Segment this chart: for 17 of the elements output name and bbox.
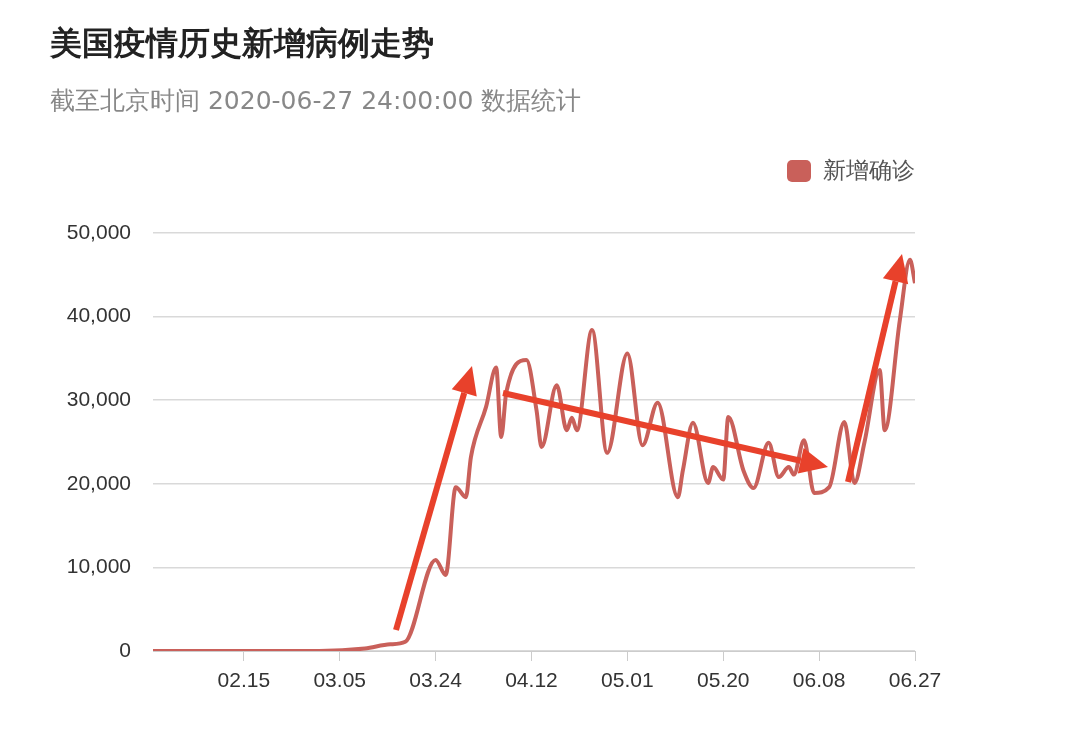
- x-tick-label: 05.01: [601, 668, 654, 692]
- y-tick-label: 40,000: [66, 303, 131, 327]
- y-tick-label: 30,000: [66, 387, 131, 410]
- x-tick-label: 05.20: [696, 668, 750, 692]
- chart-subtitle: 截至北京时间 2020-06-27 24:00:00 数据统计: [50, 85, 582, 117]
- x-tick-label: 02.15: [217, 668, 271, 692]
- x-tick-label: 03.24: [409, 668, 463, 692]
- x-tick-label: 04.12: [505, 668, 558, 692]
- y-tick-label: 20,000: [66, 470, 131, 494]
- chart-title: 美国疫情历史新增病例走势: [50, 23, 434, 64]
- y-tick-label: 10,000: [66, 554, 131, 578]
- y-tick-label: 0: [119, 637, 131, 661]
- x-tick-label: 06.27: [888, 668, 942, 692]
- y-tick-label: 50,000: [66, 219, 131, 243]
- x-tick-label: 03.05: [313, 668, 366, 692]
- x-tick-label: 06.08: [792, 668, 846, 692]
- legend-label: 新增确诊: [823, 156, 915, 185]
